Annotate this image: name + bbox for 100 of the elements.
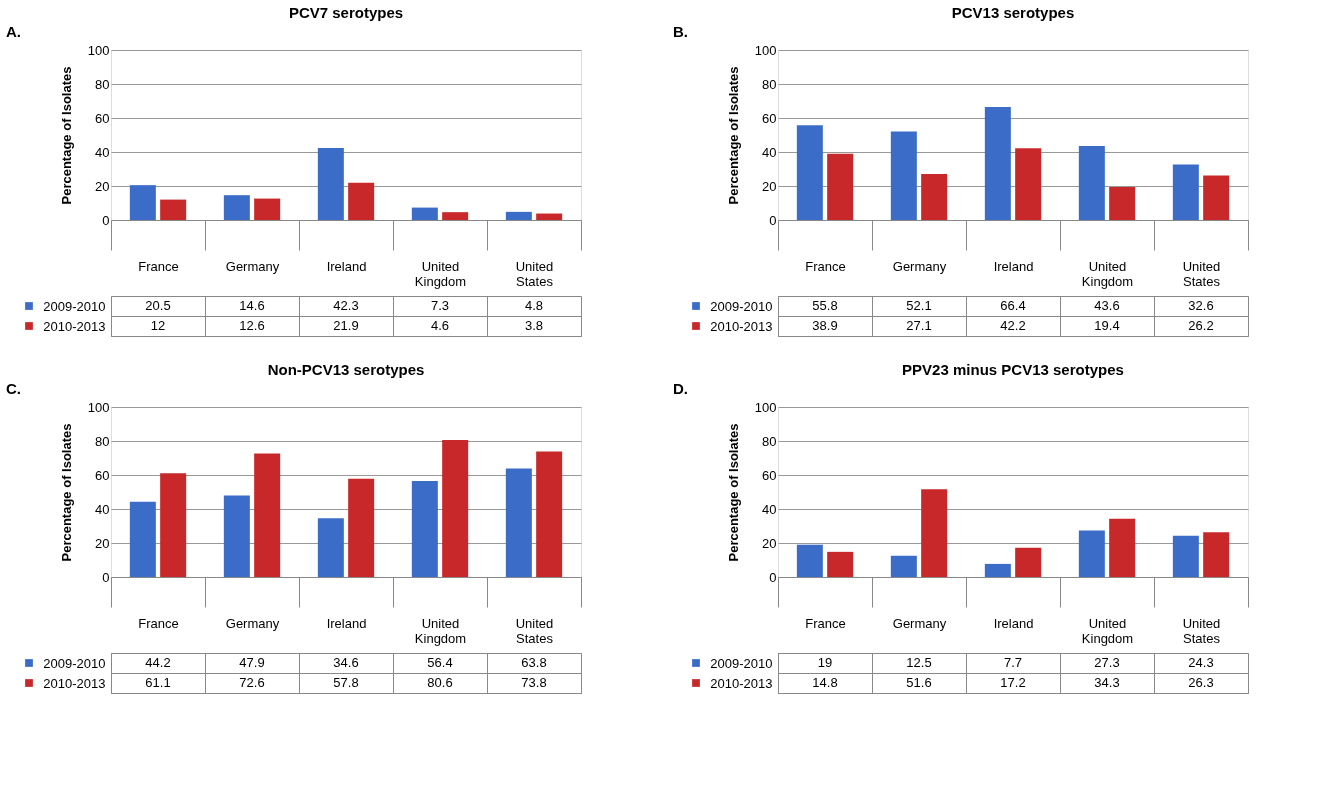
bar bbox=[1172, 164, 1199, 220]
x-tick-label: United States bbox=[1182, 615, 1221, 646]
x-tick-label: United States bbox=[515, 615, 554, 646]
bar bbox=[1078, 145, 1105, 220]
y-tick-label: 100 bbox=[754, 399, 777, 415]
y-axis-title: Percentage of Isolates bbox=[725, 66, 741, 205]
bar bbox=[348, 182, 375, 220]
x-tick-label: Germany bbox=[892, 615, 947, 631]
bar bbox=[411, 481, 438, 577]
bar bbox=[317, 518, 344, 577]
bar bbox=[1015, 148, 1042, 220]
bar bbox=[1078, 530, 1105, 577]
bar bbox=[890, 555, 917, 577]
bar bbox=[223, 495, 250, 577]
text: A. bbox=[6, 23, 21, 40]
text: B. bbox=[673, 23, 688, 40]
data-label: 14.6 bbox=[239, 298, 265, 313]
y-axis-title: Percentage of Isolates bbox=[725, 423, 741, 562]
x-tick-label: United States bbox=[1182, 258, 1221, 289]
data-label: 63.8 bbox=[521, 655, 547, 670]
legend-label: 2009-2010 bbox=[710, 655, 773, 671]
data-label: 61.1 bbox=[145, 675, 171, 690]
bar bbox=[890, 131, 917, 220]
data-label: 24.3 bbox=[1188, 655, 1214, 670]
data-label: 26.3 bbox=[1188, 675, 1214, 690]
bar bbox=[921, 489, 948, 577]
data-label: 51.6 bbox=[906, 675, 932, 690]
y-tick-label: 20 bbox=[95, 535, 110, 551]
data-label: 12.5 bbox=[906, 655, 932, 670]
bar bbox=[921, 173, 948, 220]
data-label: 34.3 bbox=[1094, 675, 1120, 690]
legend-label: 2009-2010 bbox=[43, 655, 106, 671]
y-tick-label: 40 bbox=[95, 501, 110, 517]
y-tick-label: 0 bbox=[102, 569, 110, 585]
data-label: 73.8 bbox=[521, 675, 547, 690]
data-label: 47.9 bbox=[239, 655, 265, 670]
data-label: 19 bbox=[817, 655, 833, 670]
bar bbox=[505, 468, 532, 577]
bar bbox=[442, 439, 469, 577]
y-tick-label: 80 bbox=[95, 433, 110, 449]
y-tick-label: 60 bbox=[762, 467, 777, 483]
bar bbox=[1015, 547, 1042, 577]
y-axis-title: Percentage of Isolates bbox=[58, 423, 74, 562]
y-tick-label: 100 bbox=[754, 42, 777, 58]
bar bbox=[1109, 187, 1136, 220]
legend-label: 2010-2013 bbox=[710, 675, 773, 691]
y-tick-label: 100 bbox=[87, 42, 110, 58]
bar bbox=[827, 153, 854, 220]
y-tick-label: 80 bbox=[762, 433, 777, 449]
y-axis-title: Percentage of Isolates bbox=[58, 66, 74, 205]
chart-title: PCV7 serotypes bbox=[288, 4, 404, 21]
data-label: 56.4 bbox=[427, 655, 453, 670]
x-tick-label: Ireland bbox=[326, 258, 367, 274]
data-label: 72.6 bbox=[239, 675, 265, 690]
y-tick-label: 20 bbox=[95, 178, 110, 194]
legend-label: 2010-2013 bbox=[710, 318, 773, 334]
data-label: 4.8 bbox=[524, 298, 544, 313]
bar bbox=[1172, 535, 1199, 577]
x-tick-label: Ireland bbox=[993, 258, 1034, 274]
data-label: 34.6 bbox=[333, 655, 359, 670]
bar bbox=[254, 453, 281, 577]
bar bbox=[536, 451, 563, 577]
y-tick-label: 40 bbox=[95, 144, 110, 160]
chart-title: PCV13 serotypes bbox=[951, 4, 1075, 21]
text: D. bbox=[673, 380, 688, 397]
y-tick-label: 60 bbox=[95, 467, 110, 483]
data-label: 42.2 bbox=[1000, 318, 1026, 333]
data-label: 55.8 bbox=[812, 298, 838, 313]
data-label: 7.3 bbox=[430, 298, 450, 313]
y-tick-label: 60 bbox=[95, 110, 110, 126]
data-label: 42.3 bbox=[333, 298, 359, 313]
y-tick-label: 100 bbox=[87, 399, 110, 415]
data-label: 17.2 bbox=[1000, 675, 1026, 690]
x-tick-label: France bbox=[805, 615, 846, 631]
text: C. bbox=[6, 380, 21, 397]
y-tick-label: 20 bbox=[762, 535, 777, 551]
bar bbox=[223, 195, 250, 220]
data-label: 12.6 bbox=[239, 318, 265, 333]
y-tick-label: 40 bbox=[762, 144, 777, 160]
data-label: 4.6 bbox=[430, 318, 450, 333]
bar bbox=[348, 478, 375, 577]
x-tick-label: Germany bbox=[892, 258, 947, 274]
data-label: 7.7 bbox=[1003, 655, 1023, 670]
bar bbox=[129, 185, 156, 220]
data-label: 12 bbox=[150, 318, 166, 333]
x-tick-label: United Kingdom bbox=[1081, 615, 1134, 646]
data-label: 32.6 bbox=[1188, 298, 1214, 313]
x-tick-label: Ireland bbox=[993, 615, 1034, 631]
x-tick-label: France bbox=[805, 258, 846, 274]
bar bbox=[254, 198, 281, 220]
x-tick-label: Ireland bbox=[326, 615, 367, 631]
data-label: 52.1 bbox=[906, 298, 932, 313]
y-tick-label: 0 bbox=[769, 569, 777, 585]
y-tick-label: 80 bbox=[762, 76, 777, 92]
bar bbox=[984, 563, 1011, 577]
data-label: 3.8 bbox=[524, 318, 544, 333]
bar bbox=[1109, 518, 1136, 577]
data-label: 44.2 bbox=[145, 655, 171, 670]
data-label: 27.1 bbox=[906, 318, 932, 333]
y-tick-label: 20 bbox=[762, 178, 777, 194]
